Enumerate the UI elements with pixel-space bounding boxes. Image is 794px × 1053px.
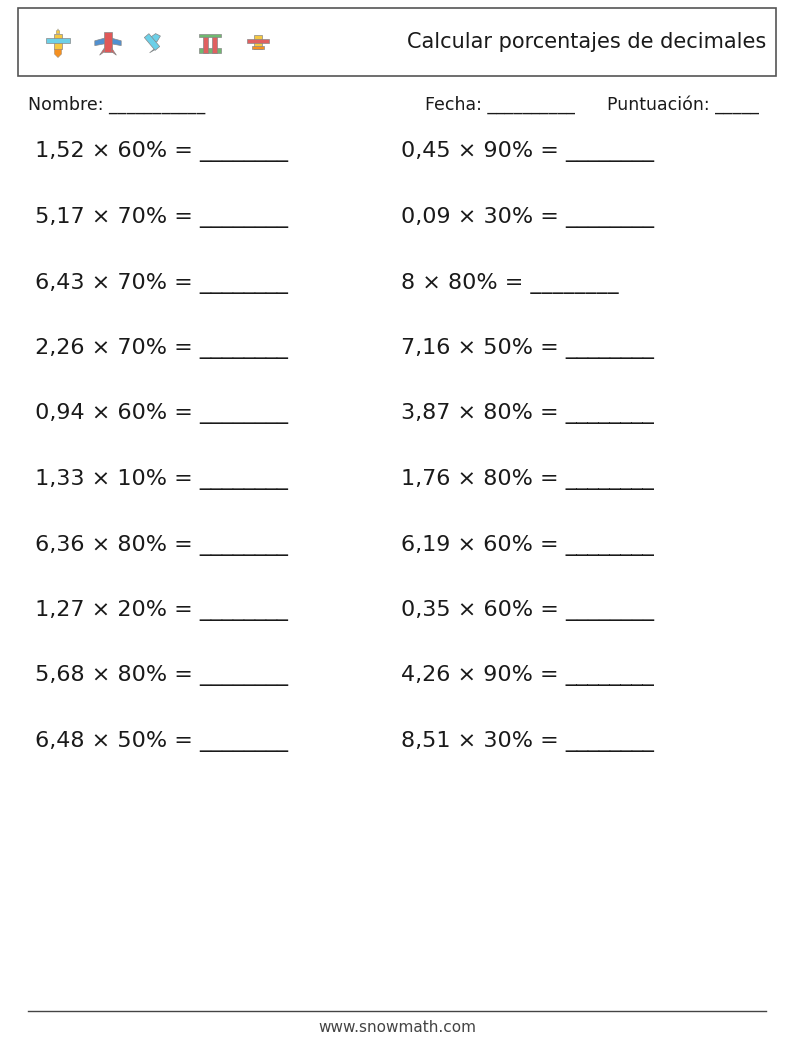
Text: 0,45 × 90% = ________: 0,45 × 90% = ________ xyxy=(401,141,654,162)
Bar xyxy=(46,38,70,43)
Bar xyxy=(104,33,112,52)
Polygon shape xyxy=(94,37,121,45)
Bar xyxy=(18,8,776,76)
Polygon shape xyxy=(112,48,117,55)
FancyArrow shape xyxy=(56,28,60,34)
Text: 1,76 × 80% = ________: 1,76 × 80% = ________ xyxy=(401,469,653,490)
Text: 6,43 × 70% = ________: 6,43 × 70% = ________ xyxy=(28,273,288,294)
Text: 5,17 × 70% = ________: 5,17 × 70% = ________ xyxy=(28,207,288,229)
Bar xyxy=(252,46,264,49)
Bar xyxy=(145,34,160,51)
Text: 1,27 × 20% = ________: 1,27 × 20% = ________ xyxy=(28,600,288,621)
Text: 8,51 × 30% = ________: 8,51 × 30% = ________ xyxy=(401,731,653,752)
Text: 2,26 × 70% = ________: 2,26 × 70% = ________ xyxy=(28,338,288,359)
Text: Nombre: ___________: Nombre: ___________ xyxy=(28,96,206,114)
Text: 6,48 × 50% = ________: 6,48 × 50% = ________ xyxy=(28,731,288,752)
Text: 6,36 × 80% = ________: 6,36 × 80% = ________ xyxy=(28,535,288,556)
Text: 7,16 × 50% = ________: 7,16 × 50% = ________ xyxy=(401,338,653,359)
Text: 6,19 × 60% = ________: 6,19 × 60% = ________ xyxy=(401,535,653,556)
Text: 0,09 × 30% = ________: 0,09 × 30% = ________ xyxy=(401,207,654,229)
Bar xyxy=(199,48,221,53)
FancyArrow shape xyxy=(55,49,62,58)
Text: www.snowmath.com: www.snowmath.com xyxy=(318,1020,476,1035)
Polygon shape xyxy=(149,46,156,53)
Text: Calcular porcentajes de decimales: Calcular porcentajes de decimales xyxy=(407,32,766,52)
Text: 0,35 × 60% = ________: 0,35 × 60% = ________ xyxy=(401,600,654,621)
Text: Puntuación: _____: Puntuación: _____ xyxy=(607,96,759,115)
Text: 3,87 × 80% = ________: 3,87 × 80% = ________ xyxy=(401,403,653,424)
Bar xyxy=(199,34,221,37)
Bar xyxy=(202,36,207,53)
Text: 1,52 × 60% = ________: 1,52 × 60% = ________ xyxy=(28,141,288,162)
Text: Fecha: __________: Fecha: __________ xyxy=(425,96,575,114)
Bar xyxy=(213,36,218,53)
Bar xyxy=(247,39,269,43)
Polygon shape xyxy=(147,34,160,42)
Text: 0,94 × 60% = ________: 0,94 × 60% = ________ xyxy=(28,403,288,424)
Text: 8 × 80% = ________: 8 × 80% = ________ xyxy=(401,273,619,294)
Bar xyxy=(55,34,62,49)
Text: 5,68 × 80% = ________: 5,68 × 80% = ________ xyxy=(28,665,288,687)
Text: 4,26 × 90% = ________: 4,26 × 90% = ________ xyxy=(401,665,653,687)
Polygon shape xyxy=(99,48,104,55)
Text: 1,33 × 10% = ________: 1,33 × 10% = ________ xyxy=(28,469,288,490)
Bar xyxy=(254,35,261,49)
